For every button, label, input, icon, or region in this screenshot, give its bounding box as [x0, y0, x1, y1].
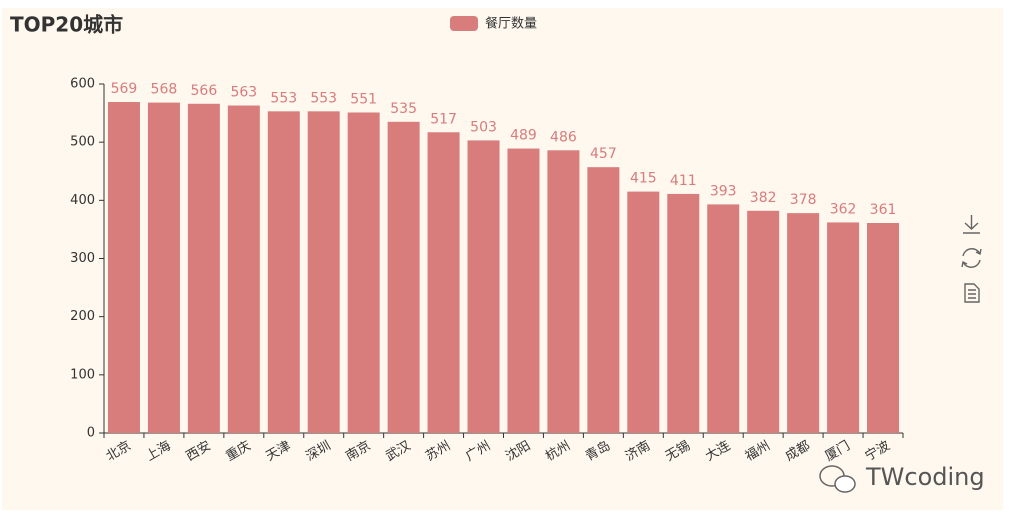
value-label: 568	[151, 82, 178, 98]
toolbox	[961, 215, 982, 303]
legend-label: 餐厅数量	[485, 16, 537, 32]
data-view-icon[interactable]	[964, 283, 980, 303]
save-icon[interactable]	[963, 215, 980, 234]
bar	[627, 191, 660, 433]
bar	[387, 121, 420, 433]
bar	[587, 167, 620, 433]
watermark-text: TWcoding	[865, 463, 985, 491]
value-label: 393	[710, 183, 737, 199]
value-label: 569	[111, 81, 138, 97]
value-label: 486	[550, 129, 577, 145]
bar	[427, 132, 460, 434]
bar	[227, 105, 260, 433]
watermark: TWcoding	[819, 463, 985, 493]
y-tick-label: 400	[70, 193, 95, 208]
value-label: 535	[390, 101, 417, 117]
bar	[867, 223, 900, 433]
y-tick-label: 500	[70, 135, 95, 150]
bar	[307, 111, 340, 434]
value-label: 551	[350, 92, 377, 108]
bar	[507, 148, 540, 433]
value-label: 457	[590, 146, 617, 162]
bar	[667, 193, 700, 433]
bar	[787, 213, 820, 433]
y-tick-label: 100	[70, 367, 95, 382]
bar	[547, 150, 580, 433]
bar	[347, 112, 380, 434]
watermark-icon	[834, 475, 856, 493]
y-tick-label: 600	[70, 77, 95, 92]
value-label: 411	[670, 173, 697, 189]
restore-icon[interactable]	[961, 248, 982, 268]
bar	[147, 102, 180, 433]
value-label: 563	[230, 85, 257, 101]
value-label: 361	[870, 202, 897, 218]
value-label: 503	[470, 119, 497, 135]
legend-swatch	[450, 16, 478, 31]
y-tick-label: 200	[70, 309, 95, 324]
value-label: 553	[310, 90, 337, 106]
value-label: 566	[191, 83, 218, 99]
bar	[827, 222, 860, 433]
value-label: 489	[510, 128, 537, 144]
bar	[707, 204, 740, 433]
bar	[187, 103, 220, 433]
y-tick-label: 0	[87, 426, 95, 441]
y-tick-label: 300	[70, 251, 95, 266]
value-label: 378	[790, 192, 817, 208]
bar	[747, 210, 780, 433]
bar	[107, 102, 140, 433]
chart-title: TOP20城市	[10, 13, 123, 37]
value-label: 517	[430, 111, 457, 127]
bar	[267, 111, 300, 434]
bar	[467, 140, 500, 433]
value-label: 382	[750, 190, 777, 206]
value-label: 553	[270, 90, 297, 106]
value-label: 415	[630, 171, 657, 187]
value-label: 362	[830, 201, 857, 217]
